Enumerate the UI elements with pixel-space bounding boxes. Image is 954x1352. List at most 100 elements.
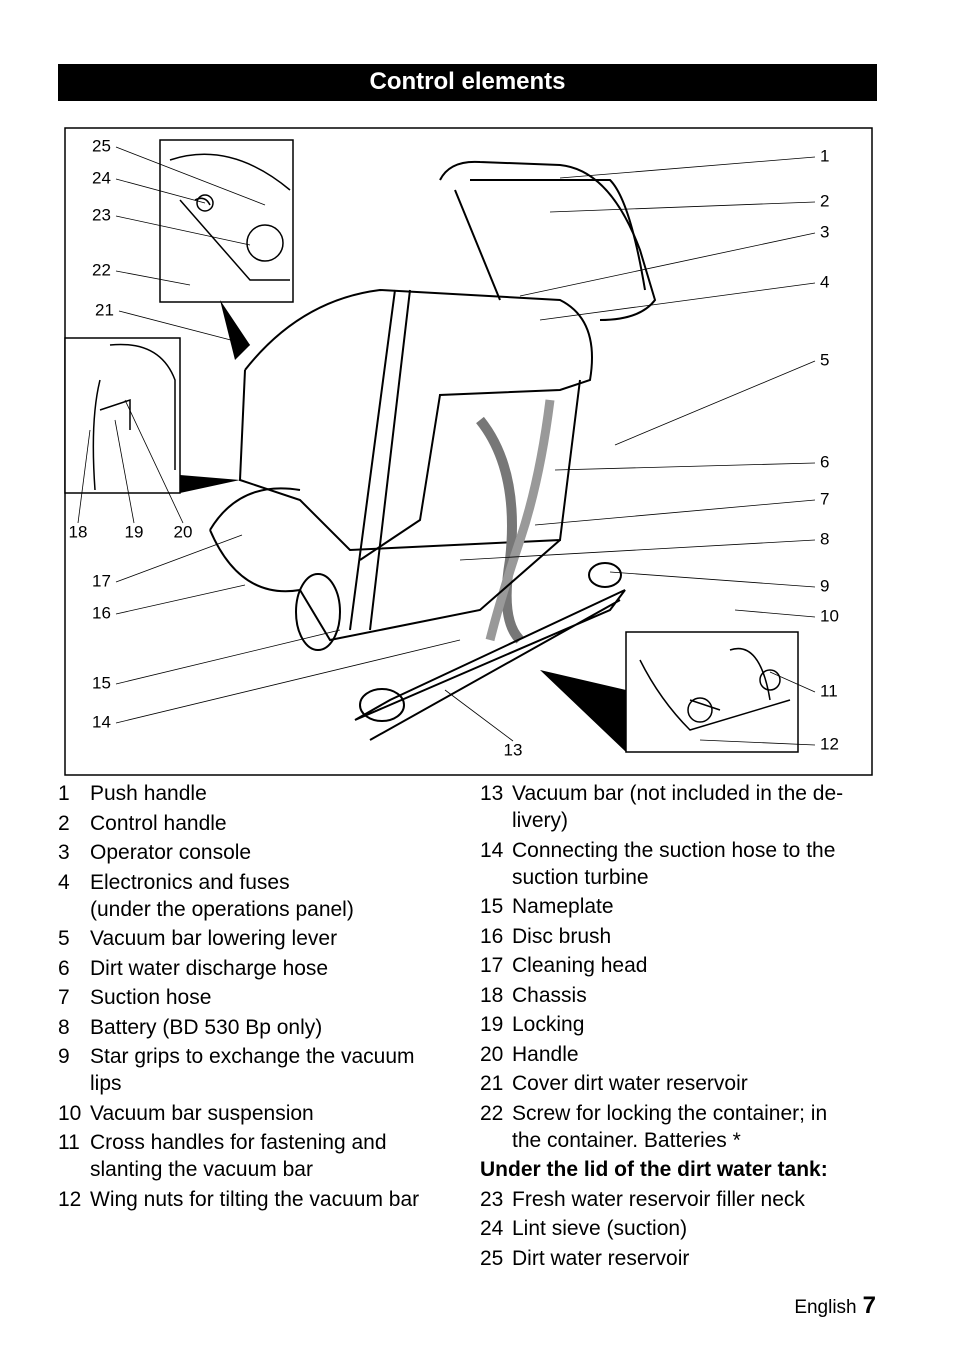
legend-right: 13 Vacuum bar (not included in the de-liv… xyxy=(480,780,880,1274)
legend-item: 19 Locking xyxy=(480,1011,880,1038)
item-text: Vacuum bar (not included in the de- xyxy=(512,782,844,805)
item-number: 8 xyxy=(58,1015,70,1039)
callout-label: 17 xyxy=(92,571,111,590)
legend-item: 7 Suction hose xyxy=(58,984,458,1011)
callout-label: 25 xyxy=(92,136,111,155)
item-text: Electronics and fuses xyxy=(90,870,290,894)
item-text: (under the operations panel) xyxy=(90,897,354,921)
item-number: 18 xyxy=(480,983,504,1007)
legend-item: 15 Nameplate xyxy=(480,893,880,920)
item-number: 3 xyxy=(58,841,70,864)
callout-label: 21 xyxy=(95,300,114,319)
legend-item: 3 Operator console xyxy=(58,839,458,866)
item-number: 5 xyxy=(58,927,70,950)
item-text: Handle xyxy=(512,1042,579,1066)
leader-line xyxy=(115,215,251,246)
item-text: Vacuum bar lowering lever xyxy=(90,927,338,950)
item-number: 10 xyxy=(58,1101,82,1125)
page-number: 7 xyxy=(862,1292,876,1319)
leader-line xyxy=(77,429,91,524)
item-text: Cleaning head xyxy=(512,954,648,977)
leader-line xyxy=(115,639,461,724)
leader-line xyxy=(614,360,816,446)
callout-label: 12 xyxy=(820,734,839,753)
legend-item: 14 Connecting the suction hose to the suct… xyxy=(480,837,880,891)
callout-label: 5 xyxy=(820,350,829,369)
item-text: Connecting the suction hose to the xyxy=(512,838,836,862)
legend-item: 17 Cleaning head xyxy=(480,952,880,979)
legend-item: 6 Dirt water discharge hose xyxy=(58,955,458,982)
item-text: Vacuum bar suspension xyxy=(90,1101,314,1125)
item-number: 12 xyxy=(58,1187,82,1211)
legend-item: 8 Battery (BD 530 Bp only) xyxy=(58,1014,458,1041)
legend-item: 23 Fresh water reservoir filler neck xyxy=(480,1186,880,1213)
legend-item: 5 Vacuum bar lowering lever xyxy=(58,925,458,952)
item-number: 4 xyxy=(58,870,70,894)
item-text: Fresh water reservoir filler neck xyxy=(512,1187,805,1211)
item-number: 16 xyxy=(480,924,504,948)
legend-item: 9 Star grips to exchange the vacuum lips xyxy=(58,1043,458,1097)
item-text: Screw for locking the container; in xyxy=(512,1101,828,1125)
item-number: 6 xyxy=(58,956,70,980)
callout-label: 20 xyxy=(174,522,193,541)
callout-label: 24 xyxy=(92,168,111,187)
legend-item: 1 Push handle xyxy=(58,780,458,807)
leader-line xyxy=(118,310,251,346)
legend-left: 1 Push handle 2 Control handle 3 Operator con… xyxy=(58,780,458,1215)
callout-label: 6 xyxy=(820,452,829,471)
item-text: slanting the vacuum bar xyxy=(90,1158,313,1181)
item-number: 25 xyxy=(480,1246,504,1270)
item-text: Star grips to exchange the vacuum xyxy=(90,1045,415,1068)
item-text: Locking xyxy=(512,1013,585,1036)
callout-label: 2 xyxy=(820,191,829,210)
item-number: 11 xyxy=(58,1131,80,1154)
leader-line xyxy=(459,539,816,561)
item-text: Chassis xyxy=(512,983,587,1007)
legend-item: 2 Control handle xyxy=(58,810,458,837)
callout-label: 9 xyxy=(820,576,829,595)
item-text: Cover dirt water reservoir xyxy=(512,1072,748,1095)
item-text: Suction hose xyxy=(90,986,212,1009)
item-number: 7 xyxy=(58,986,70,1009)
leader-line xyxy=(554,462,816,471)
item-text: lips xyxy=(90,1072,122,1095)
leader-line xyxy=(549,201,816,213)
leader-line xyxy=(115,146,266,206)
language: English xyxy=(794,1297,857,1318)
item-number: 2 xyxy=(58,811,70,835)
callout-label: 19 xyxy=(125,522,144,541)
section-title: Control elements xyxy=(58,64,877,101)
callout-label: 8 xyxy=(820,529,829,548)
item-text: Dirt water discharge hose xyxy=(90,956,329,980)
item-text: Cross handles for fastening and xyxy=(90,1131,387,1154)
item-number: 22 xyxy=(480,1101,504,1125)
leader-line xyxy=(124,399,184,524)
footer: English 7 xyxy=(794,1292,876,1320)
item-number: 23 xyxy=(480,1187,504,1211)
item-number: 15 xyxy=(480,895,504,918)
callout-label: 16 xyxy=(92,603,111,622)
legend-item: 4 Electronics and fuses (under the operati… xyxy=(58,869,458,923)
item-text: Nameplate xyxy=(512,895,614,918)
legend-item: 11 Cross handles for fastening and slantin… xyxy=(58,1129,458,1183)
legend-item: 20 Handle xyxy=(480,1041,880,1068)
callout-label: 23 xyxy=(92,205,111,224)
legend-item: 24 Lint sieve (suction) xyxy=(480,1215,880,1242)
item-number: 21 xyxy=(480,1072,504,1095)
legend-item: 22 Screw for locking the container; in the… xyxy=(480,1100,880,1154)
leader-line xyxy=(519,232,816,297)
item-number: 24 xyxy=(480,1217,504,1240)
callout-label: 1 xyxy=(820,146,829,165)
item-text: the container. Batteries * xyxy=(512,1128,741,1152)
item-text: Control handle xyxy=(90,811,227,835)
leader-line xyxy=(115,534,243,583)
leader-line xyxy=(534,499,816,526)
leader-line xyxy=(734,609,816,618)
item-text: Battery (BD 530 Bp only) xyxy=(90,1015,323,1039)
legend-item: 12 Wing nuts for tilting the vacuum bar xyxy=(58,1186,458,1213)
leader-line xyxy=(114,419,135,524)
callout-label: 4 xyxy=(820,272,829,291)
callout-label: 7 xyxy=(820,489,829,508)
